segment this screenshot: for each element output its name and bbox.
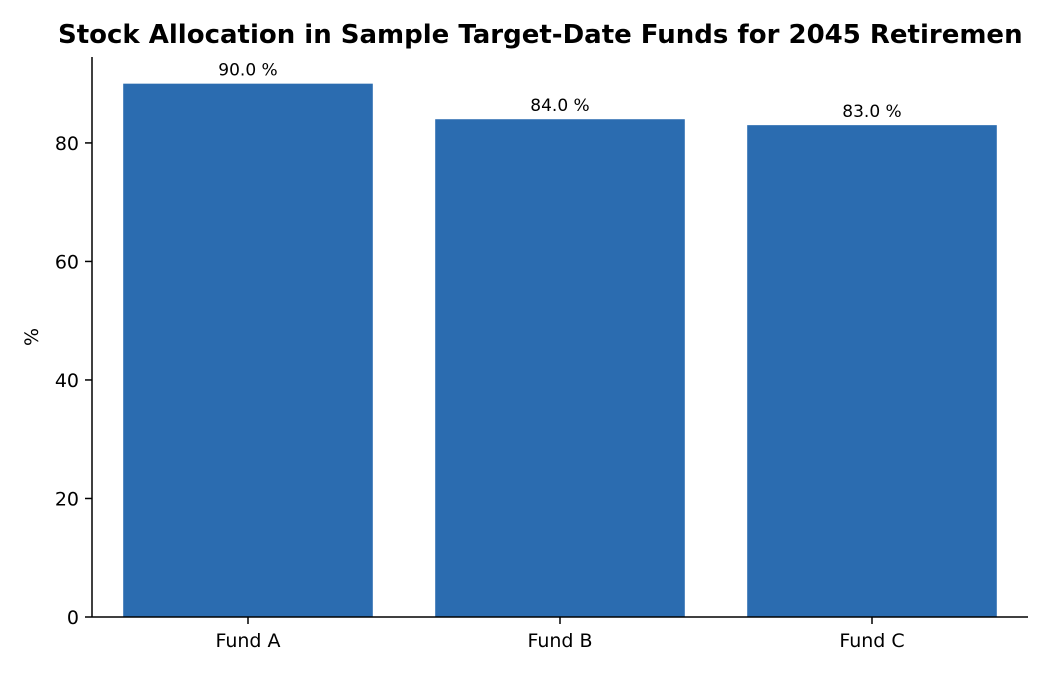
- y-tick-label: 60: [55, 251, 79, 273]
- y-tick-label: 0: [67, 607, 79, 629]
- bar-value-label: 83.0 %: [842, 102, 901, 122]
- y-tick-label: 80: [55, 133, 79, 155]
- bar-fund-b: [435, 119, 685, 617]
- y-tick-label: 40: [55, 370, 79, 392]
- bar-value-label: 84.0 %: [530, 96, 589, 116]
- bar-fund-a: [123, 83, 373, 617]
- y-tick-label: 20: [55, 488, 79, 510]
- bar-value-label: 90.0 %: [218, 61, 277, 81]
- x-tick-label: Fund A: [215, 630, 280, 652]
- value-labels-layer: 90.0 % 84.0 % 83.0 %: [218, 61, 901, 122]
- y-axis-label: %: [21, 328, 43, 346]
- bar-fund-c: [747, 125, 997, 618]
- x-tick-label: Fund C: [839, 630, 904, 652]
- chart-title: Stock Allocation in Sample Target-Date F…: [58, 20, 1023, 50]
- x-tick-label: Fund B: [527, 630, 592, 652]
- bars-layer: [123, 83, 997, 618]
- y-axis-ticks: 0 20 40 60 80: [55, 133, 92, 629]
- x-axis-ticks: Fund A Fund B Fund C: [215, 617, 905, 652]
